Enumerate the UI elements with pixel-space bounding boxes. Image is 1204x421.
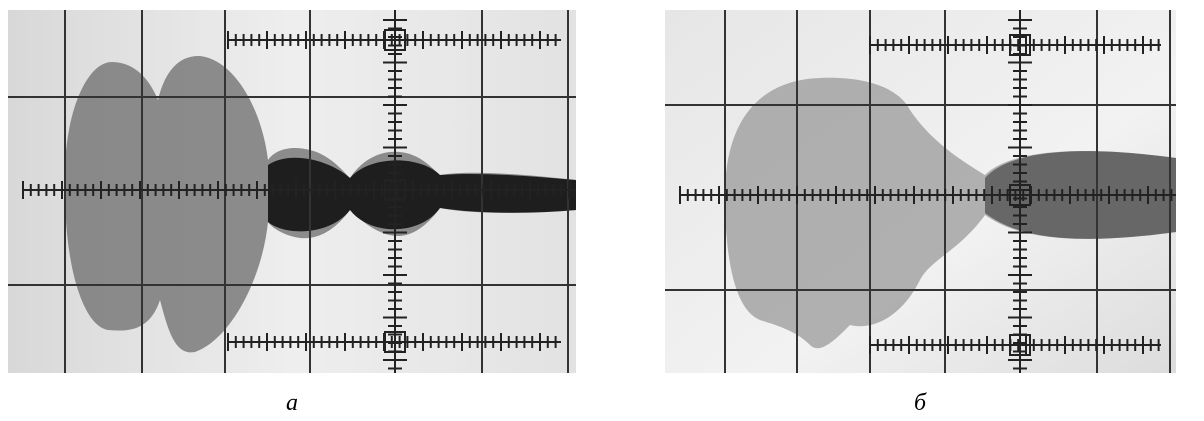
panel-label: а <box>286 390 298 416</box>
oscillogram-b <box>665 10 1176 373</box>
figure: а б <box>0 0 1204 421</box>
panel-label: б <box>914 390 927 416</box>
oscillogram-a <box>8 10 576 373</box>
